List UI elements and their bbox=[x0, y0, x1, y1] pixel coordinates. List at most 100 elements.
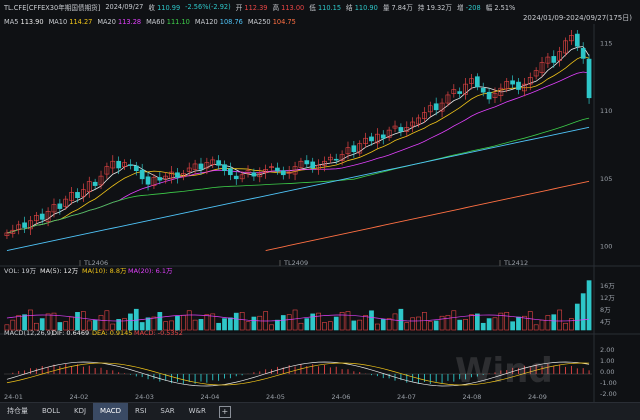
candle-body bbox=[69, 192, 74, 201]
price-tick: 110 bbox=[600, 107, 612, 115]
candle-body bbox=[275, 167, 280, 172]
volume-bar bbox=[110, 323, 116, 331]
contract-label: TL2412 bbox=[503, 259, 528, 267]
candle-body bbox=[192, 163, 198, 170]
macd-dea-legend: DEA: 0.9145 bbox=[92, 329, 132, 337]
volume-bar bbox=[498, 312, 504, 331]
volume-bar bbox=[175, 315, 180, 331]
volume-bar bbox=[569, 318, 574, 331]
volume-bar bbox=[327, 321, 333, 331]
candle-body bbox=[122, 162, 127, 167]
volume-bar bbox=[563, 322, 568, 331]
amount-value: 7.84万 bbox=[391, 4, 413, 12]
volume-bar bbox=[298, 322, 304, 331]
candle-body bbox=[186, 167, 192, 172]
candle-body bbox=[257, 173, 263, 178]
candle-body bbox=[486, 91, 492, 100]
candle-body bbox=[427, 105, 433, 113]
tab-macd[interactable]: MACD bbox=[93, 403, 129, 420]
close-label: 收 bbox=[148, 4, 155, 12]
candle-body bbox=[180, 173, 186, 178]
candle-body bbox=[128, 164, 133, 166]
candle-body bbox=[545, 56, 551, 64]
candle-body bbox=[586, 58, 592, 99]
candle-body bbox=[239, 174, 245, 180]
volume-bar bbox=[333, 316, 339, 331]
macd-title: MACD(12,26,9) bbox=[4, 329, 53, 337]
candle-body bbox=[498, 87, 504, 96]
candle-body bbox=[151, 177, 157, 186]
candle-body bbox=[110, 160, 116, 169]
vol-legend: VOL: 19万 bbox=[4, 267, 37, 275]
open-label: 开 bbox=[235, 4, 243, 12]
volume-bar bbox=[81, 311, 86, 331]
volume-bar bbox=[16, 315, 22, 331]
wind-watermark: Wind bbox=[455, 351, 553, 391]
candle-body bbox=[75, 192, 80, 199]
candle-body bbox=[210, 159, 216, 165]
volume-bar bbox=[304, 318, 310, 331]
candle-body bbox=[310, 161, 316, 169]
ma-legend-value: 104.75 bbox=[272, 18, 296, 26]
candle-body bbox=[557, 51, 563, 61]
open-value: 112.39 bbox=[244, 4, 268, 12]
vol-ma10-legend: MA(10): 8.8万 bbox=[82, 267, 127, 275]
volume-bar bbox=[286, 314, 292, 331]
candle-body bbox=[451, 89, 457, 94]
dea-line bbox=[6, 362, 590, 386]
change-value: -2.56%(-2.92) bbox=[185, 3, 231, 11]
volume-bar bbox=[357, 319, 363, 331]
add-indicator-icon[interactable]: + bbox=[218, 405, 231, 418]
candle-body bbox=[375, 133, 380, 144]
ma-legend-ma5: MA5 113.90 bbox=[4, 18, 44, 26]
volume-bar bbox=[75, 312, 80, 331]
x-tick: 24-09 bbox=[528, 393, 547, 401]
ma-legend-value: 114.27 bbox=[69, 18, 93, 26]
price-tick: 100 bbox=[600, 242, 612, 250]
volume-bar bbox=[480, 322, 486, 331]
candle-body bbox=[298, 160, 304, 168]
tab-kdj[interactable]: KDJ bbox=[74, 407, 87, 415]
x-tick: 24-07 bbox=[397, 393, 416, 401]
candle-body bbox=[551, 56, 557, 63]
high-value: 113.00 bbox=[281, 4, 305, 12]
tab-wr[interactable]: W&R bbox=[188, 407, 206, 415]
ma-legend: MA5 113.90 MA10 114.27 MA20 113.28 MA60 111… bbox=[4, 18, 296, 28]
candle-body bbox=[439, 102, 445, 112]
volume-bar bbox=[275, 319, 280, 331]
volume-bar bbox=[363, 315, 368, 331]
volume-bar bbox=[128, 313, 133, 331]
volume-bar bbox=[116, 319, 122, 331]
volume-bar bbox=[586, 280, 592, 331]
candle-body bbox=[580, 47, 586, 59]
tab-rsi[interactable]: RSI bbox=[135, 407, 147, 415]
ma-line bbox=[6, 46, 590, 234]
candle-body bbox=[322, 160, 327, 166]
tab-hold[interactable]: 持仓量 bbox=[7, 407, 28, 415]
vol-tick: 12万 bbox=[600, 294, 615, 302]
volume-bar bbox=[186, 310, 192, 331]
volume-bar bbox=[539, 319, 545, 331]
volume-bar bbox=[322, 322, 327, 331]
volume-bar bbox=[451, 310, 457, 331]
volume-bar bbox=[375, 323, 380, 331]
volume-bar bbox=[292, 309, 298, 331]
volume-bar bbox=[216, 322, 221, 331]
volume-bar bbox=[245, 321, 251, 331]
candle-body bbox=[398, 127, 404, 132]
candle-body bbox=[45, 210, 51, 222]
volume-bar bbox=[316, 312, 321, 331]
tab-sar[interactable]: SAR bbox=[160, 407, 175, 415]
candle-body bbox=[445, 94, 451, 104]
ma-legend-ma250: MA250 104.75 bbox=[247, 18, 296, 26]
price-tick: 105 bbox=[600, 175, 612, 183]
candle-body bbox=[292, 166, 298, 175]
ma250-line bbox=[265, 180, 590, 251]
candle-body bbox=[169, 171, 174, 179]
tab-boll[interactable]: BOLL bbox=[42, 407, 60, 415]
volume-bar bbox=[380, 319, 386, 331]
macd-dif-legend: DIF: 0.6469 bbox=[52, 329, 89, 337]
volume-bar bbox=[251, 316, 257, 331]
candle-body bbox=[386, 129, 392, 138]
